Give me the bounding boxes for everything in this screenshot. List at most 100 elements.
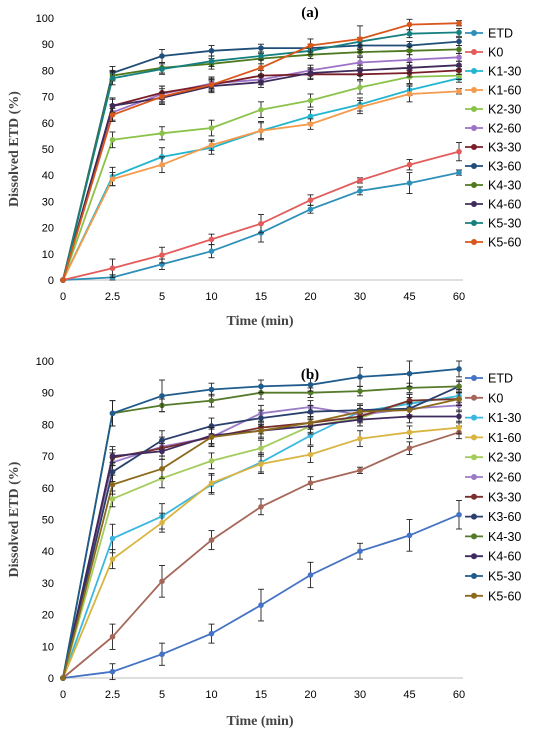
legend-marker <box>471 49 477 55</box>
data-point <box>109 453 116 459</box>
legend-marker <box>471 592 477 599</box>
legend-entry: K1-30 <box>465 65 521 79</box>
data-point <box>109 481 116 488</box>
x-tick-label: 45 <box>403 291 415 303</box>
data-point <box>456 169 462 176</box>
data-point <box>208 537 215 543</box>
y-tick-label: 80 <box>42 419 54 431</box>
data-point <box>159 53 165 59</box>
data-point <box>109 633 116 640</box>
data-point <box>60 277 66 283</box>
data-point <box>406 91 413 97</box>
legend-marker <box>471 201 477 207</box>
data-point <box>208 47 215 54</box>
legend-marker <box>471 493 477 500</box>
data-point <box>159 651 165 658</box>
legend-entry: K0 <box>465 391 503 405</box>
y-tick-label: 0 <box>48 275 54 287</box>
x-tick-label: 20 <box>304 689 316 701</box>
data-point <box>307 121 314 127</box>
data-point <box>456 46 462 53</box>
y-tick-label: 90 <box>42 388 54 400</box>
legend-label: K0 <box>488 391 503 405</box>
legend-marker <box>471 533 477 540</box>
series-k5-60 <box>60 18 462 283</box>
data-point <box>258 45 264 51</box>
legend-entry: ETD <box>465 27 513 41</box>
y-tick-label: 30 <box>42 196 54 208</box>
legend-marker <box>471 553 477 560</box>
data-point <box>159 465 165 472</box>
legend-label: K2-30 <box>488 103 521 117</box>
x-tick-label: 15 <box>255 291 267 303</box>
legend-entry: K5-60 <box>465 236 521 250</box>
data-point <box>159 93 165 100</box>
data-point <box>208 434 215 440</box>
data-point <box>406 57 413 63</box>
data-point <box>406 445 413 451</box>
legend-marker <box>471 144 477 150</box>
y-tick-label: 10 <box>42 641 54 653</box>
data-point <box>456 383 462 390</box>
legend-label: K1-30 <box>488 65 521 79</box>
y-tick-label: 20 <box>42 610 54 622</box>
x-tick-label: 0 <box>60 689 66 701</box>
data-point <box>406 370 413 377</box>
data-point <box>357 104 363 110</box>
data-point <box>109 556 116 562</box>
y-axis-title: Dissolved ETD (%) <box>7 91 22 207</box>
data-point <box>109 410 116 417</box>
x-tick-label: 10 <box>205 291 217 303</box>
data-point <box>258 220 264 227</box>
data-point <box>60 675 66 681</box>
legend-label: K4-30 <box>488 179 521 193</box>
y-tick-label: 100 <box>36 13 54 25</box>
y-tick-label: 70 <box>42 451 54 463</box>
data-point <box>258 53 264 59</box>
data-point <box>159 161 165 168</box>
legend-entry: K3-30 <box>465 141 521 155</box>
data-point <box>406 407 413 413</box>
data-point <box>357 435 363 442</box>
y-tick-label: 80 <box>42 65 54 77</box>
data-point <box>307 480 314 486</box>
data-point <box>109 535 116 542</box>
legend-label: K4-60 <box>488 198 521 212</box>
data-point <box>208 236 215 243</box>
legend-label: K1-30 <box>488 411 521 425</box>
legend-label: K1-60 <box>488 431 521 445</box>
x-axis-title: Time (min) <box>226 314 293 329</box>
legend-entry: K5-30 <box>465 570 521 584</box>
data-point <box>307 408 314 415</box>
legend-label: K2-30 <box>488 451 521 465</box>
legend-label: K2-60 <box>488 122 521 136</box>
y-tick-label: 70 <box>42 92 54 104</box>
legend-label: K4-30 <box>488 530 521 544</box>
legend-entry: K4-60 <box>465 550 521 564</box>
legend-label: K5-60 <box>488 589 521 603</box>
data-point <box>109 112 116 118</box>
y-axis-title: Dissolved ETD (%) <box>7 461 22 577</box>
data-point <box>406 161 413 168</box>
data-point <box>456 511 462 518</box>
data-point <box>258 504 264 510</box>
legend-label: K1-60 <box>488 84 521 98</box>
data-point <box>159 519 165 526</box>
y-tick-label: 30 <box>42 578 54 590</box>
x-axis-title: Time (min) <box>226 714 293 729</box>
data-point <box>258 415 264 421</box>
data-point <box>109 469 116 475</box>
data-point <box>109 137 116 143</box>
data-point <box>406 64 413 71</box>
data-point <box>109 668 116 675</box>
data-point <box>208 397 215 404</box>
data-point <box>357 408 363 415</box>
data-point <box>307 420 314 426</box>
legend-entry: K4-30 <box>465 530 521 544</box>
y-tick-label: 90 <box>42 39 54 51</box>
data-point <box>357 548 363 554</box>
data-point <box>258 383 264 390</box>
chart-panel-a: (a) 0 10 20 30 40 50 60 70 80 90 100 0 2.5 5 10 15 20 30 45… <box>7 5 521 329</box>
data-point <box>456 54 462 61</box>
data-point <box>208 630 215 637</box>
